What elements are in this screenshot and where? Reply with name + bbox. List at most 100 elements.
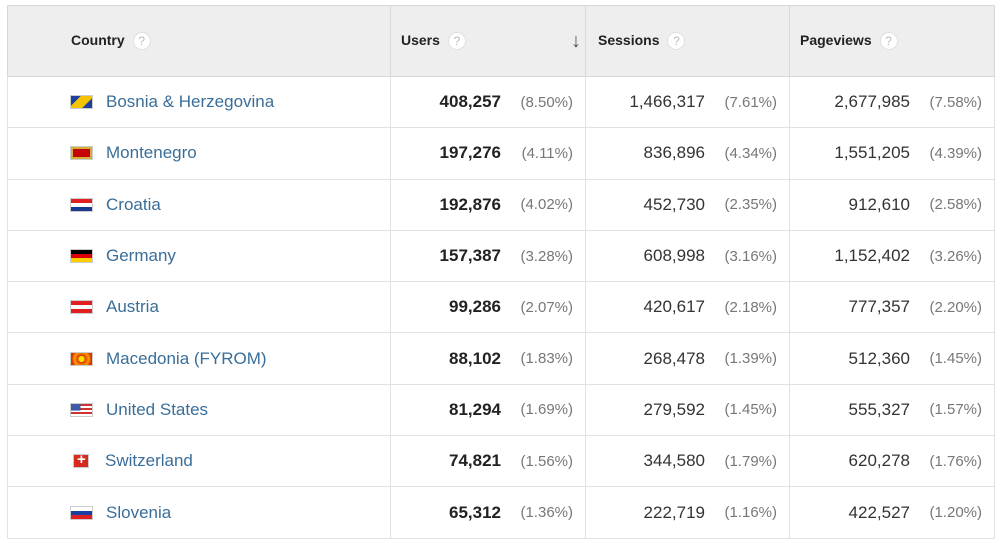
pageviews-cell: 912,610 (2.58%): [789, 178, 995, 231]
sessions-percent: (1.45%): [724, 401, 777, 419]
pageviews-value: 1,152,402: [834, 246, 910, 266]
users-cell: 74,821 (1.56%): [390, 435, 586, 488]
country-link[interactable]: Macedonia (FYROM): [106, 348, 267, 368]
users-value: 99,286: [449, 297, 501, 317]
users-percent: (2.07%): [520, 298, 573, 316]
sessions-value: 608,998: [643, 246, 705, 266]
column-header-sessions[interactable]: Sessions?: [585, 5, 790, 77]
sessions-cell: 222,719 (1.16%): [585, 486, 790, 539]
table-row: Montenegro 197,276 (4.11%) 836,896 (4.34%)…: [7, 127, 995, 180]
sessions-cell: 279,592 (1.45%): [585, 383, 790, 437]
pageviews-value: 2,677,985: [834, 92, 910, 112]
pageviews-value: 555,327: [848, 399, 910, 419]
sessions-value: 1,466,317: [629, 92, 705, 112]
users-value: 81,294: [449, 399, 501, 419]
users-cell: 81,294 (1.69%): [390, 383, 586, 437]
pageviews-value: 512,360: [848, 348, 910, 368]
country-cell: Switzerland: [7, 435, 391, 488]
flag-de-icon: [70, 249, 93, 264]
sessions-percent: (1.16%): [724, 504, 777, 522]
users-cell: 197,276 (4.11%): [390, 127, 586, 180]
flag-at-icon: [70, 300, 93, 315]
users-cell: 192,876 (4.02%): [390, 178, 586, 231]
users-percent: (1.83%): [520, 350, 573, 368]
pageviews-cell: 2,677,985 (7.58%): [789, 75, 995, 129]
pageviews-value: 777,357: [848, 297, 910, 317]
pageviews-value: 912,610: [848, 194, 910, 214]
help-icon[interactable]: ?: [132, 32, 151, 51]
flag-ba-icon: [70, 95, 93, 110]
pageviews-percent: (1.76%): [929, 452, 982, 470]
sessions-cell: 420,617 (2.18%): [585, 281, 790, 334]
users-value: 65,312: [449, 502, 501, 522]
country-cell: Austria: [7, 281, 391, 334]
pageviews-cell: 777,357 (2.20%): [789, 281, 995, 334]
sessions-percent: (4.34%): [724, 144, 777, 162]
country-link[interactable]: Bosnia & Herzegovina: [106, 92, 275, 112]
pageviews-percent: (4.39%): [929, 144, 982, 162]
country-link[interactable]: United States: [106, 399, 209, 419]
country-link[interactable]: Croatia: [106, 194, 161, 214]
country-link[interactable]: Switzerland: [105, 451, 193, 471]
pageviews-value: 1,551,205: [834, 143, 910, 163]
country-report-table: Country? Users? ↓ Sessions? Pageviews? Bo…: [7, 5, 995, 539]
users-percent: (1.69%): [520, 401, 573, 419]
users-value: 157,387: [439, 246, 501, 266]
users-value: 74,821: [449, 451, 501, 471]
column-header-users[interactable]: Users? ↓: [390, 5, 586, 77]
sessions-cell: 344,580 (1.79%): [585, 435, 790, 488]
sessions-value: 344,580: [643, 451, 705, 471]
users-cell: 88,102 (1.83%): [390, 332, 586, 385]
country-link[interactable]: Montenegro: [106, 143, 197, 163]
country-cell: Croatia: [7, 178, 391, 231]
sessions-cell: 836,896 (4.34%): [585, 127, 790, 180]
help-icon[interactable]: ?: [667, 32, 686, 51]
pageviews-cell: 422,527 (1.20%): [789, 486, 995, 539]
sessions-percent: (3.16%): [724, 247, 777, 265]
flag-si-icon: [70, 505, 93, 520]
pageviews-cell: 620,278 (1.76%): [789, 435, 995, 488]
pageviews-percent: (3.26%): [929, 247, 982, 265]
sessions-cell: 268,478 (1.39%): [585, 332, 790, 385]
pageviews-cell: 555,327 (1.57%): [789, 383, 995, 437]
users-value: 192,876: [439, 194, 501, 214]
users-value: 197,276: [439, 143, 501, 163]
sessions-value: 420,617: [643, 297, 705, 317]
country-link[interactable]: Germany: [106, 246, 176, 266]
sessions-cell: 608,998 (3.16%): [585, 229, 790, 283]
pageviews-percent: (7.58%): [929, 93, 982, 111]
table-row: United States 81,294 (1.69%) 279,592 (1.45…: [7, 383, 995, 437]
flag-hr-icon: [70, 197, 93, 212]
sessions-value: 222,719: [643, 502, 705, 522]
pageviews-cell: 1,152,402 (3.26%): [789, 229, 995, 283]
country-link[interactable]: Austria: [106, 297, 159, 317]
users-percent: (3.28%): [520, 247, 573, 265]
pageviews-value: 620,278: [848, 451, 910, 471]
column-header-country[interactable]: Country?: [7, 5, 391, 77]
country-link[interactable]: Slovenia: [106, 502, 172, 522]
table-row: Croatia 192,876 (4.02%) 452,730 (2.35%) 91…: [7, 178, 995, 231]
sessions-percent: (1.39%): [724, 350, 777, 368]
country-cell: Macedonia (FYROM): [7, 332, 391, 385]
sort-descending-icon[interactable]: ↓: [571, 30, 581, 52]
column-header-pageviews[interactable]: Pageviews?: [789, 5, 995, 77]
users-cell: 65,312 (1.36%): [390, 486, 586, 539]
users-cell: 157,387 (3.28%): [390, 229, 586, 283]
help-icon[interactable]: ?: [447, 32, 466, 51]
users-percent: (4.11%): [521, 144, 573, 162]
flag-ch-icon: [73, 451, 89, 469]
sessions-value: 268,478: [643, 348, 705, 368]
sessions-value: 452,730: [643, 194, 705, 214]
users-cell: 408,257 (8.50%): [390, 75, 586, 129]
users-value: 88,102: [449, 348, 501, 368]
table-row: Macedonia (FYROM) 88,102 (1.83%) 268,478 (…: [7, 332, 995, 385]
pageviews-value: 422,527: [848, 502, 910, 522]
help-icon[interactable]: ?: [879, 32, 898, 51]
sessions-percent: (2.35%): [724, 196, 777, 214]
pageviews-cell: 512,360 (1.45%): [789, 332, 995, 385]
country-cell: United States: [7, 383, 391, 437]
sessions-value: 836,896: [643, 143, 705, 163]
users-cell: 99,286 (2.07%): [390, 281, 586, 334]
table-row: Switzerland 74,821 (1.56%) 344,580 (1.79%)…: [7, 435, 995, 488]
sessions-cell: 452,730 (2.35%): [585, 178, 790, 231]
